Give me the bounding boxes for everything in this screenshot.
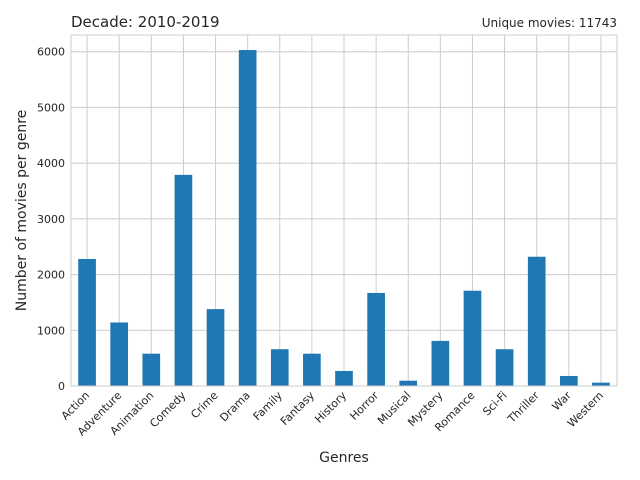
- bar-family: [270, 349, 289, 386]
- bar-drama: [238, 50, 257, 387]
- y-tick-labels: 0 1000 2000 3000 4000 5000 6000: [37, 46, 65, 393]
- bar-thriller: [527, 256, 546, 386]
- x-tick-label: History: [312, 389, 349, 426]
- y-tick-label: 0: [58, 380, 65, 393]
- y-tick-label: 4000: [37, 157, 65, 170]
- bar-comedy: [174, 174, 193, 386]
- y-tick-label: 1000: [37, 324, 65, 337]
- bar-crime: [206, 309, 225, 386]
- x-tick-label: Crime: [188, 389, 221, 422]
- x-tick-label: War: [550, 389, 575, 414]
- bar-mystery: [431, 340, 450, 386]
- bar-action: [78, 258, 96, 386]
- y-tick-label: 3000: [37, 213, 65, 226]
- x-tick-label: Sci-Fi: [480, 389, 509, 418]
- bar-adventure: [110, 322, 129, 386]
- x-tick-label: Drama: [217, 389, 252, 424]
- x-tick-label: Western: [565, 389, 606, 430]
- bar-western: [592, 382, 610, 386]
- bar-sci-fi: [495, 349, 514, 386]
- unique-movies-annotation: Unique movies: 11743: [482, 16, 617, 30]
- x-axis-label: Genres: [319, 450, 369, 466]
- bar-romance: [463, 290, 482, 386]
- x-tick-label: Thriller: [505, 389, 543, 427]
- bar-horror: [367, 292, 385, 386]
- plot-frame: [70, 34, 618, 387]
- x-tick-label: Fantasy: [278, 389, 317, 428]
- bar-fantasy: [303, 353, 321, 386]
- bar-war: [559, 375, 578, 386]
- bar-musical: [399, 380, 418, 386]
- y-tick-label: 6000: [37, 46, 65, 59]
- bar-animation: [142, 353, 161, 386]
- y-axis-label: Number of movies per genre: [14, 110, 30, 312]
- bars: [78, 50, 610, 387]
- bar-history: [335, 370, 353, 386]
- y-tick-label: 5000: [37, 101, 65, 114]
- chart-title: Decade: 2010-2019: [71, 13, 220, 31]
- y-tick-label: 2000: [37, 269, 65, 282]
- x-tick-label: Comedy: [147, 389, 189, 431]
